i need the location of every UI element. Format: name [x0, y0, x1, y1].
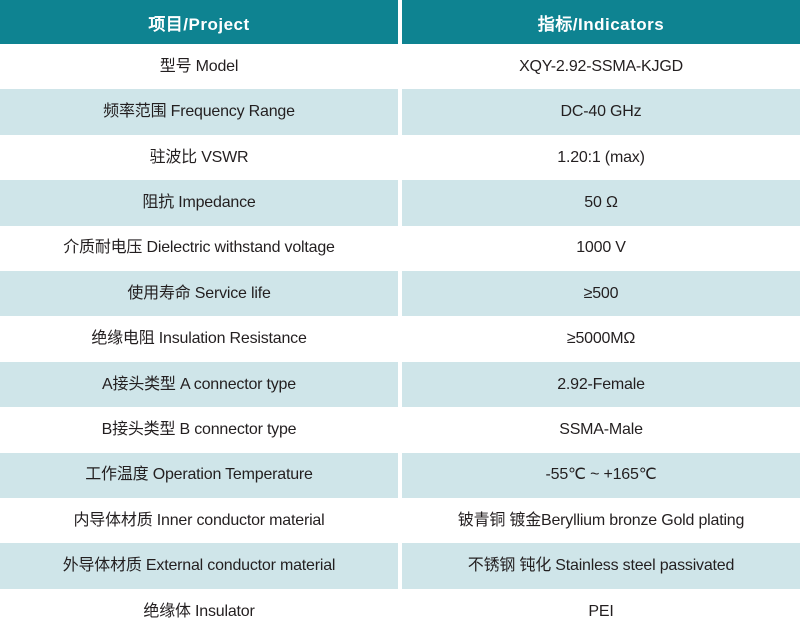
table-row: 型号 Model XQY-2.92-SSMA-KJGD: [0, 44, 800, 90]
column-divider: [398, 361, 402, 408]
project-cell: 内导体材质 Inner conductor material: [73, 511, 325, 529]
table-row: 内导体材质 Inner conductor material 铍青铜 镀金Bery…: [0, 497, 800, 544]
table-row: 驻波比 VSWR 1.20:1 (max): [0, 134, 800, 181]
table-row: 阻抗 Impedance 50 Ω: [0, 180, 800, 226]
project-cell: 绝缘电阻 Insulation Resistance: [91, 330, 307, 348]
indicator-cell: SSMA-Male: [559, 421, 643, 439]
indicator-cell: XQY-2.92-SSMA-KJGD: [519, 57, 683, 75]
project-cell: B接头类型 B connector type: [101, 421, 297, 439]
project-cell: 工作温度 Operation Temperature: [85, 466, 313, 484]
table-row: 绝缘体 Insulator PEI: [0, 588, 800, 634]
header-project-cell: 项目/Project: [0, 0, 398, 44]
project-cell: 频率范围 Frequency Range: [103, 103, 295, 121]
table-row: 绝缘电阻 Insulation Resistance ≥5000MΩ: [0, 316, 800, 362]
column-divider: [398, 497, 402, 544]
column-divider: [398, 270, 402, 317]
column-divider: [398, 0, 402, 44]
table-row: 工作温度 Operation Temperature -55℃ ~ +165℃: [0, 452, 800, 498]
indicator-cell: DC-40 GHz: [560, 103, 642, 121]
table-body: 型号 Model XQY-2.92-SSMA-KJGD 频率范围 Frequency…: [0, 44, 800, 634]
table-row: 使用寿命 Service life ≥500: [0, 270, 800, 317]
column-divider: [398, 134, 402, 181]
indicator-cell: 铍青铜 镀金Beryllium bronze Gold plating: [457, 511, 745, 529]
indicator-cell: ≥5000MΩ: [566, 330, 636, 348]
indicator-cell: ≥500: [583, 284, 619, 302]
table-row: 介质耐电压 Dielectric withstand voltage 1000 V: [0, 225, 800, 271]
column-divider: [398, 407, 402, 453]
indicator-cell: PEI: [588, 602, 614, 620]
column-divider: [398, 180, 402, 226]
table-row: 频率范围 Frequency Range DC-40 GHz: [0, 89, 800, 135]
project-cell: 外导体材质 External conductor material: [62, 557, 336, 575]
indicator-cell: 不锈钢 钝化 Stainless steel passivated: [467, 557, 735, 575]
table-row: B接头类型 B connector type SSMA-Male: [0, 407, 800, 453]
column-divider: [398, 225, 402, 271]
project-cell: 介质耐电压 Dielectric withstand voltage: [63, 239, 335, 257]
project-cell: 使用寿命 Service life: [127, 284, 271, 302]
table-row: A接头类型 A connector type 2.92-Female: [0, 361, 800, 408]
table-header-row: 项目/Project 指标/Indicators: [0, 0, 800, 44]
column-divider: [398, 588, 402, 634]
indicator-cell: 1000 V: [576, 239, 626, 257]
column-divider: [398, 316, 402, 362]
indicator-cell: -55℃ ~ +165℃: [545, 466, 657, 484]
project-cell: 阻抗 Impedance: [142, 194, 256, 212]
indicator-cell: 50 Ω: [584, 194, 618, 212]
column-divider: [398, 44, 402, 90]
column-divider: [398, 89, 402, 135]
project-cell: 型号 Model: [159, 57, 239, 75]
header-indicators-cell: 指标/Indicators: [402, 0, 800, 44]
indicator-cell: 1.20:1 (max): [557, 148, 645, 166]
column-divider: [398, 543, 402, 589]
project-cell: 驻波比 VSWR: [149, 148, 249, 166]
table-row: 外导体材质 External conductor material 不锈钢 钝化 …: [0, 543, 800, 589]
indicator-cell: 2.92-Female: [557, 375, 645, 393]
project-cell: A接头类型 A connector type: [102, 375, 296, 393]
column-divider: [398, 452, 402, 498]
project-cell: 绝缘体 Insulator: [143, 602, 255, 620]
